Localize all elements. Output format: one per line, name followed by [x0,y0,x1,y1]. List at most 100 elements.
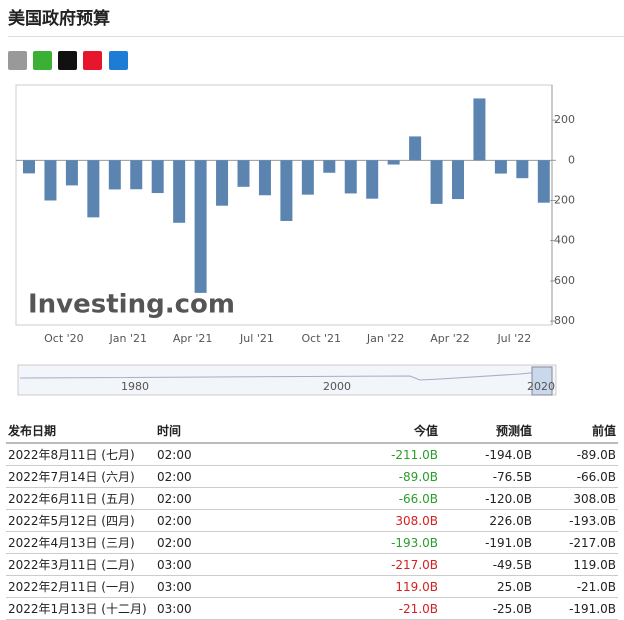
bar [87,160,100,218]
table-cell: 2022年1月13日 (十二月) [6,597,155,620]
column-header: 预测值 [440,419,534,444]
bar [23,160,35,174]
y-tick-label: 0 [568,153,575,166]
bar [430,160,443,204]
table-cell: -21.0B [534,575,618,598]
share-weibo[interactable] [83,51,102,70]
data-table: 发布日期 时间 今值 预测值 前值 2022年8月11日 (七月) 02:00 -211.0B… [6,419,618,620]
table-row: 2022年3月11日 (二月) 03:00 -217.0B -49.5B 119.0B [6,553,618,576]
table-cell: -76.5B [440,465,534,488]
table-cell: 02:00 [155,531,309,554]
page-title: 美国政府预算 [8,9,110,29]
table-cell: -89.0B [534,443,618,466]
table-cell: -191.0B [440,531,534,554]
column-header: 今值 [309,419,440,444]
bar [44,160,57,201]
table-cell: -217.0B [309,553,440,576]
table-row: 2022年7月14日 (六月) 02:00 -89.0B -76.5B -66.0B [6,465,618,488]
x-tick-label: Apr '22 [430,332,470,345]
bar [237,160,250,187]
bar [173,160,186,223]
column-header: 时间 [155,419,309,444]
navigator-handle[interactable] [531,366,553,396]
x-tick-label: Jul '21 [239,332,274,345]
table-cell: 2022年8月11日 (七月) [6,443,155,466]
table-cell: 2022年6月11日 (五月) [6,487,155,510]
table-cell: 03:00 [155,575,309,598]
bar [301,160,314,195]
y-tick-label: -200 [550,193,575,206]
table-cell: -66.0B [309,487,440,510]
table-row: 2022年1月13日 (十二月) 03:00 -21.0B -25.0B -191.0B [6,597,618,620]
x-tick-label: Oct '20 [44,332,84,345]
table-cell: -194.0B [440,443,534,466]
x-tick-label: Jan '21 [109,332,147,345]
table-row: 2022年4月13日 (三月) 02:00 -193.0B -191.0B -217.0… [6,531,618,554]
divider [8,36,624,37]
table-cell: 2022年3月11日 (二月) [6,553,155,576]
table-cell: 03:00 [155,553,309,576]
bar [194,160,207,293]
table-cell: 02:00 [155,443,309,466]
table-cell: -193.0B [309,531,440,554]
bar [151,160,164,194]
bar [473,98,486,161]
table-cell: 2022年2月11日 (一月) [6,575,155,598]
x-tick-label: Apr '21 [173,332,213,345]
y-tick-label: 200 [554,113,575,126]
bar [130,160,143,190]
bar [344,160,357,194]
column-header: 前值 [534,419,618,444]
navigator-line [19,371,541,381]
table-cell: 02:00 [155,465,309,488]
bar [516,160,529,179]
table-cell: 2022年5月12日 (四月) [6,509,155,532]
share-wechat[interactable] [33,51,52,70]
table-row: 2022年8月11日 (七月) 02:00 -211.0B -194.0B -89.0B [6,443,618,466]
share-qzone[interactable] [109,51,128,70]
table-cell: 226.0B [440,509,534,532]
table-cell: 308.0B [309,509,440,532]
x-tick-label: Oct '21 [302,332,342,345]
table-cell: 2022年7月14日 (六月) [6,465,155,488]
x-tick-label: Jan '22 [366,332,404,345]
table-cell: 119.0B [309,575,440,598]
bar [280,160,293,221]
table-cell: -21.0B [309,597,440,620]
navigator-label: 2020 [527,380,555,393]
bar [452,160,464,200]
bar [65,160,78,186]
table-cell: -191.0B [534,597,618,620]
bar [258,160,271,196]
watermark: Investing.com [28,290,235,320]
table-cell: 03:00 [155,597,309,620]
table-cell: 02:00 [155,509,309,532]
table-cell: 25.0B [440,575,534,598]
y-tick-label: -800 [550,314,575,327]
y-tick-label: -400 [550,234,575,247]
bar [409,136,422,161]
table-cell: -120.0B [440,487,534,510]
table-cell: -211.0B [309,443,440,466]
bar [387,160,400,165]
bar [108,160,121,190]
table-row: 2022年2月11日 (一月) 03:00 119.0B 25.0B -21.0B [6,575,618,598]
y-tick-label: -600 [550,274,575,287]
navigator-label: 2000 [323,380,351,393]
bar [366,160,379,199]
table-cell: -49.5B [440,553,534,576]
column-header: 发布日期 [6,419,155,444]
table-cell: 02:00 [155,487,309,510]
bar [494,160,507,174]
table-cell: -25.0B [440,597,534,620]
x-tick-label: Jul '22 [496,332,531,345]
navigator-label: 1980 [121,380,149,393]
share-qq[interactable] [58,51,77,70]
navigator [17,364,557,396]
table-row: 2022年6月11日 (五月) 02:00 -66.0B -120.0B 308.0B [6,487,618,510]
table-cell: 119.0B [534,553,618,576]
share-mail[interactable] [8,51,27,70]
bar [323,160,336,173]
